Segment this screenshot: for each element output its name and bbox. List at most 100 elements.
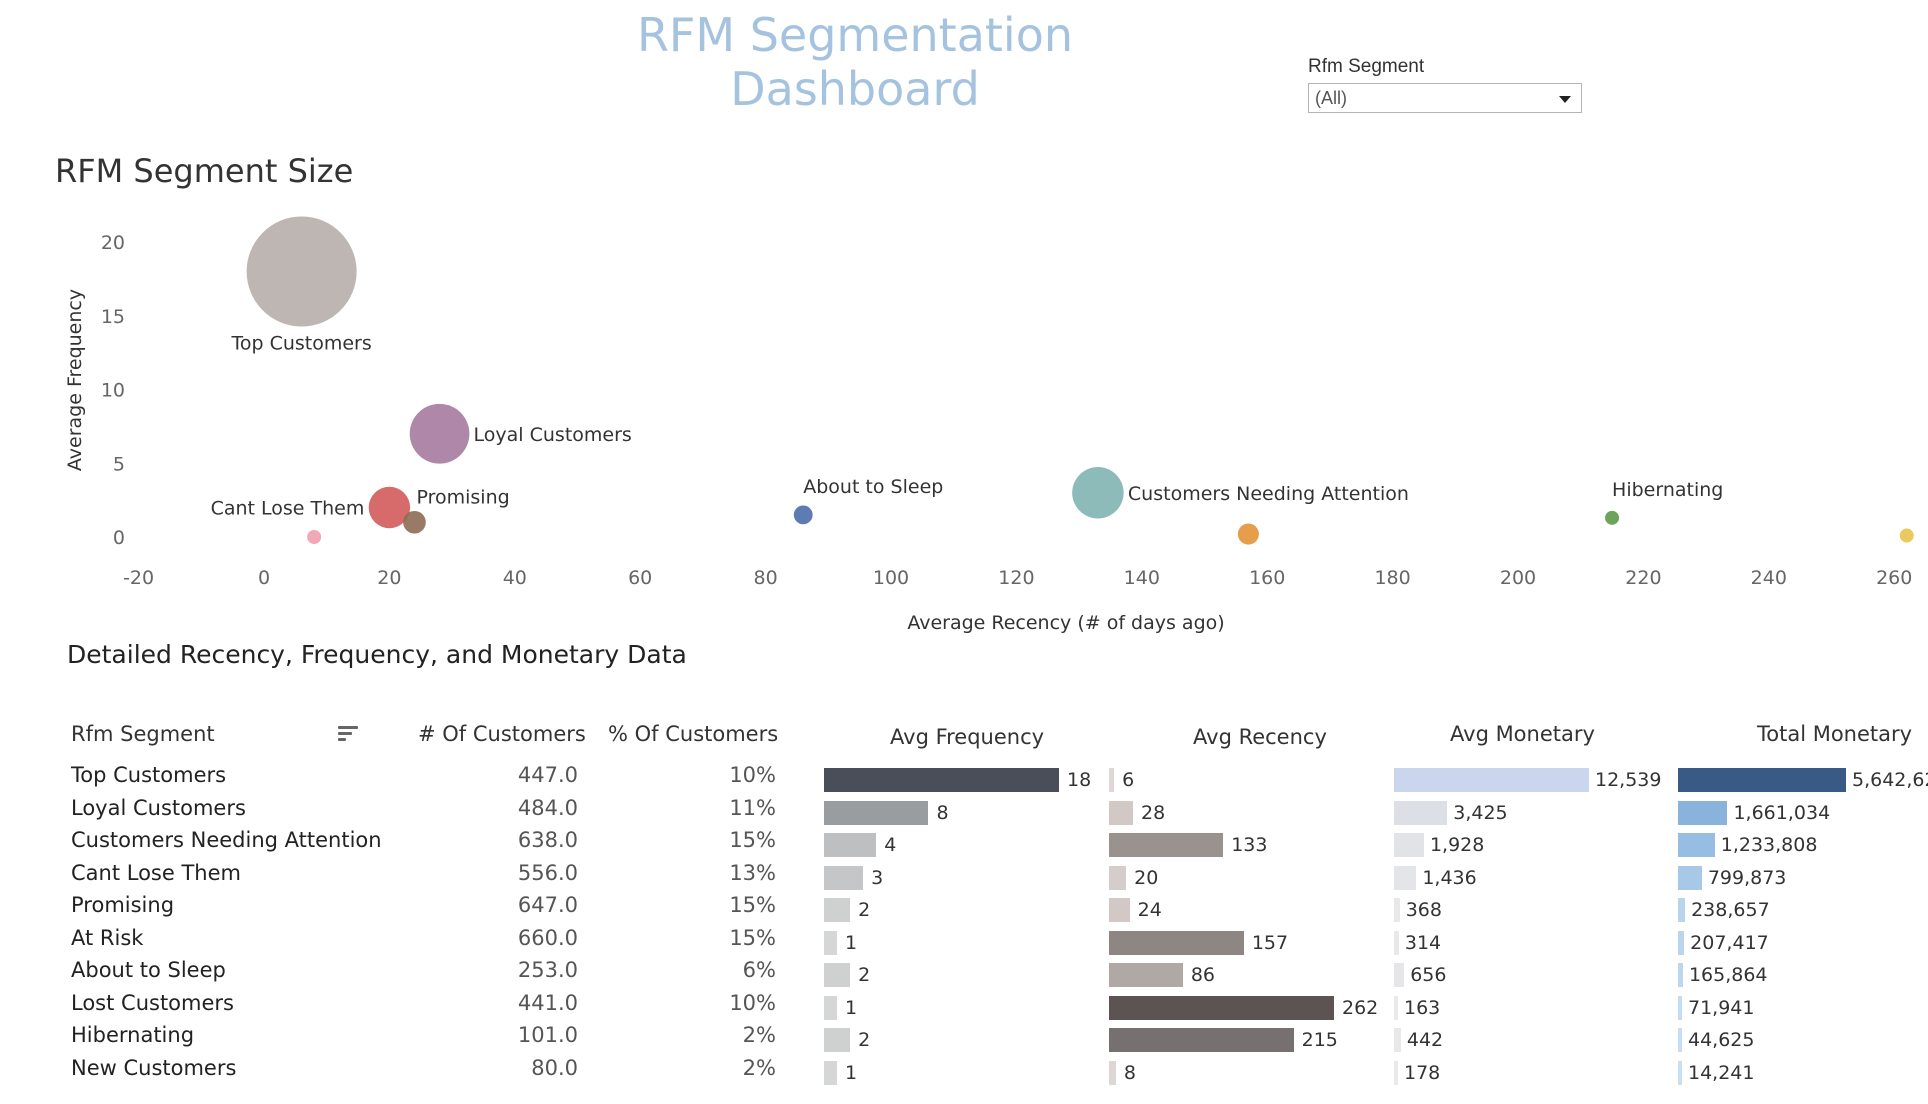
customers-count-cell: 80.0: [531, 1055, 578, 1080]
avg-monetary-bar: [1394, 800, 1448, 825]
customers-pct-cell: 13%: [729, 860, 776, 885]
customers-pct-cell: 6%: [742, 958, 776, 982]
total-monetary-value: 799,873: [1707, 866, 1787, 889]
header-rfm-segment[interactable]: Rfm Segment: [71, 722, 215, 746]
avg-recency-value: 8: [1123, 1061, 1136, 1084]
customers-count-cell: 484.0: [517, 795, 578, 820]
total-monetary-value: 238,657: [1691, 899, 1770, 921]
customers-count-cell: 441.0: [517, 990, 578, 1015]
avg-monetary-bar: [1394, 1028, 1401, 1052]
avg-recency-value: 215: [1301, 1029, 1338, 1051]
chevron-down-icon[interactable]: [1559, 96, 1571, 103]
customers-pct-cell: 2%: [742, 1023, 776, 1047]
customers-count-cell: 556.0: [517, 860, 578, 885]
avg-frequency-bar: [824, 898, 851, 922]
segment-name-cell[interactable]: Customers Needing Attention: [71, 828, 382, 852]
bubble-label: Top Customers: [230, 333, 371, 355]
avg-recency-value: 24: [1137, 899, 1162, 921]
x-tick-label: 140: [1124, 567, 1160, 589]
x-tick-label: -20: [123, 567, 154, 589]
total-monetary-value: 1,233,808: [1720, 834, 1818, 856]
total-monetary-value: 14,241: [1688, 1061, 1755, 1084]
x-tick-label: 260: [1876, 567, 1912, 589]
avg-monetary-value: 12,539: [1595, 769, 1662, 791]
y-tick-label: 20: [101, 232, 125, 254]
avg-monetary-value: 178: [1404, 1061, 1441, 1084]
header-total-monetary[interactable]: Total Monetary: [1757, 722, 1913, 746]
segment-name-cell[interactable]: Loyal Customers: [71, 795, 246, 820]
bubble-label: Customers Needing Attention: [1128, 483, 1409, 505]
segment-name-cell[interactable]: Hibernating: [71, 1023, 195, 1047]
header-avg-recency[interactable]: Avg Recency: [1193, 725, 1327, 749]
avg-monetary-bar: [1394, 865, 1417, 890]
avg-monetary-value: 163: [1404, 996, 1441, 1019]
bubble-label: Promising: [416, 486, 509, 508]
header-avg-monetary[interactable]: Avg Monetary: [1450, 722, 1595, 746]
customers-count-cell: 638.0: [517, 828, 578, 852]
segment-name-cell[interactable]: Promising: [71, 893, 175, 917]
filter-label: Rfm Segment: [1308, 56, 1425, 77]
bubble-point: [246, 216, 357, 327]
customers-pct-cell: 10%: [729, 763, 776, 787]
avg-frequency-bar: [824, 768, 1059, 792]
avg-recency-value: 133: [1231, 834, 1268, 856]
y-tick-label: 10: [101, 380, 125, 402]
avg-monetary-bar: [1394, 833, 1424, 857]
total-monetary-value: 165,864: [1688, 964, 1768, 986]
total-monetary-bar: [1678, 800, 1728, 825]
header-num-customers[interactable]: # Of Customers: [418, 722, 586, 746]
y-tick-label: 5: [113, 453, 125, 475]
avg-monetary-bar: [1394, 963, 1405, 987]
sort-icon[interactable]: [338, 726, 358, 744]
avg-recency-bar: [1109, 1060, 1116, 1085]
bubble-label: About to Sleep: [803, 476, 943, 498]
x-tick-label: 100: [873, 567, 909, 589]
bubble-point: [1072, 467, 1124, 519]
rfm-segment-filter-dropdown[interactable]: (All): [1308, 83, 1582, 113]
avg-recency-value: 262: [1342, 996, 1379, 1019]
x-tick-label: 120: [998, 567, 1034, 589]
x-tick-label: 0: [258, 567, 270, 589]
segment-name-cell[interactable]: At Risk: [71, 925, 144, 950]
avg-frequency-value: 18: [1067, 769, 1092, 791]
avg-recency-value: 28: [1141, 801, 1166, 824]
avg-monetary-value: 3,425: [1453, 801, 1508, 824]
avg-monetary-value: 442: [1406, 1029, 1444, 1051]
customers-count-cell: 660.0: [517, 925, 578, 950]
avg-recency-bar: [1109, 800, 1134, 825]
segment-name-cell[interactable]: Top Customers: [71, 763, 227, 787]
avg-frequency-value: 8: [936, 801, 949, 824]
x-tick-label: 40: [503, 567, 527, 589]
bubble-point: [409, 403, 470, 464]
bubble-point: [1605, 510, 1620, 525]
avg-frequency-value: 1: [845, 1061, 858, 1084]
segment-name-cell[interactable]: Lost Customers: [71, 990, 234, 1015]
avg-recency-value: 86: [1190, 964, 1216, 986]
bubble-point: [1899, 528, 1914, 543]
total-monetary-bar: [1678, 898, 1686, 922]
x-tick-label: 160: [1249, 567, 1285, 589]
x-tick-label: 60: [628, 567, 652, 589]
avg-recency-value: 157: [1251, 931, 1289, 954]
avg-frequency-bar: [824, 1060, 838, 1085]
avg-frequency-value: 2: [858, 899, 871, 921]
avg-recency-bar: [1109, 768, 1115, 792]
x-tick-label: 180: [1374, 567, 1410, 589]
bubble-point: [368, 486, 411, 529]
header-avg-frequency[interactable]: Avg Frequency: [890, 725, 1045, 749]
header-pct-customers[interactable]: % Of Customers: [608, 722, 779, 746]
segment-name-cell[interactable]: Cant Lose Them: [71, 860, 241, 885]
avg-frequency-bar: [824, 930, 838, 955]
total-monetary-value: 1,661,034: [1733, 801, 1831, 824]
avg-frequency-value: 2: [858, 1029, 871, 1051]
customers-pct-cell: 15%: [729, 828, 776, 852]
segment-name-cell[interactable]: About to Sleep: [71, 958, 226, 982]
x-axis-title: Average Recency (# of days ago): [907, 612, 1224, 634]
bubble-label: Cant Lose Them: [211, 498, 365, 520]
total-monetary-value: 44,625: [1688, 1029, 1755, 1051]
avg-recency-bar: [1109, 865, 1127, 890]
customers-pct-cell: 15%: [729, 925, 776, 950]
avg-frequency-bar: [824, 865, 864, 890]
x-tick-label: 80: [754, 567, 778, 589]
segment-name-cell[interactable]: New Customers: [71, 1055, 237, 1080]
